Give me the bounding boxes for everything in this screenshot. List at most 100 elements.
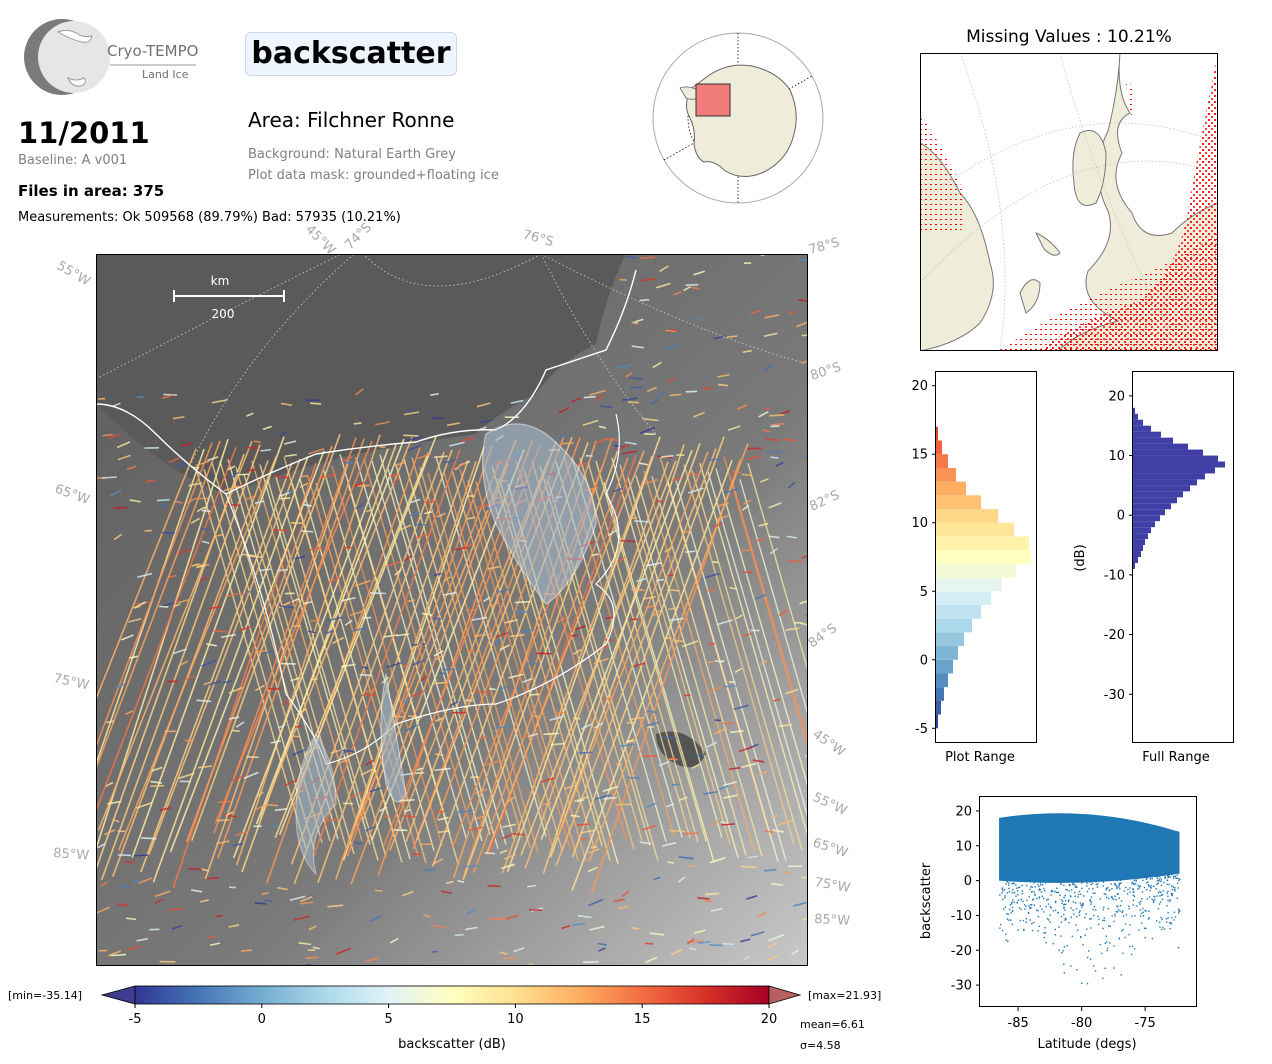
full-range-ylabel: (dB) — [1073, 544, 1088, 571]
scatter-point — [1143, 876, 1144, 877]
scatter-point — [1112, 898, 1113, 899]
scatter-point — [1102, 928, 1103, 929]
scatter-point — [1177, 898, 1178, 899]
scatter-point — [1167, 912, 1168, 913]
scatter-point — [1105, 894, 1106, 895]
scatter-point — [1073, 884, 1074, 885]
scatter-point — [1081, 888, 1082, 889]
scatter-point — [1092, 883, 1093, 884]
scatter-point — [1093, 878, 1094, 879]
scatter-point — [1000, 876, 1001, 877]
scatter-point — [1148, 876, 1149, 877]
scatter-point — [1044, 875, 1045, 876]
scatter-point — [1016, 888, 1017, 889]
scatter-point — [1148, 885, 1149, 886]
scatter-point — [1179, 910, 1180, 911]
scatter-point — [1104, 878, 1105, 879]
scatter-point — [1077, 896, 1078, 897]
scatter-point — [1170, 923, 1171, 924]
scatter-point — [1023, 929, 1024, 930]
scatter-ytick-label: 10 — [955, 839, 972, 854]
scatter-point — [1008, 882, 1009, 883]
scatter-point — [1150, 887, 1151, 888]
scatter-point — [1135, 883, 1136, 884]
scatter-point — [1116, 880, 1117, 881]
scatter-point — [1090, 877, 1091, 878]
scatter-point — [1064, 879, 1065, 880]
scatter-point — [1151, 899, 1152, 900]
scatter-point — [1000, 924, 1001, 925]
scatter-point — [1101, 874, 1102, 875]
scatter-point — [1032, 887, 1033, 888]
scatter-point — [1159, 877, 1160, 878]
label-75W-left: 75°W — [52, 671, 90, 693]
scatter-point — [1129, 891, 1130, 892]
scatter-point — [1078, 894, 1079, 895]
mask-text: Plot data mask: grounded+floating ice — [248, 168, 499, 183]
scatter-point — [1136, 874, 1137, 875]
scatter-point — [1173, 876, 1174, 877]
scatter-point — [1177, 887, 1178, 888]
scatter-point — [1173, 919, 1174, 920]
scatter-point — [1043, 888, 1044, 889]
scatter-point — [1010, 879, 1011, 880]
scatter-point — [1064, 946, 1065, 947]
scatter-point — [1019, 876, 1020, 877]
scatter-point — [1111, 888, 1112, 889]
scatter-point — [1098, 919, 1099, 920]
scatter-point — [1063, 907, 1064, 908]
scatter-point — [1173, 878, 1174, 879]
scatter-point — [1127, 874, 1128, 875]
scatter-point — [1012, 910, 1013, 911]
scatter-point — [1159, 926, 1160, 927]
scatter-point — [1044, 927, 1045, 928]
scatter-point — [1145, 928, 1146, 929]
scatter-point — [1142, 880, 1143, 881]
scatter-point — [1169, 928, 1170, 929]
scatter-point — [1136, 905, 1137, 906]
plot-range-ytick-label: -5 — [915, 722, 928, 737]
scatter-point — [1143, 915, 1144, 916]
scatter-point — [1174, 890, 1175, 891]
scatter-xlabel: Latitude (degs) — [1037, 1037, 1136, 1052]
scatter-point — [1012, 889, 1013, 890]
scatter-point — [1010, 874, 1011, 875]
scatter-point — [1071, 878, 1072, 879]
scatter-point — [1064, 895, 1065, 896]
scatter-point — [1094, 906, 1095, 907]
scatter-point — [1068, 900, 1069, 901]
logo-sub: Land Ice — [142, 68, 189, 81]
full-range-bar — [1133, 509, 1165, 515]
colorbar-mean: mean=6.61 — [800, 1018, 865, 1031]
full-range-bar — [1133, 551, 1141, 557]
scatter-point — [1051, 890, 1052, 891]
scatter-point — [1066, 945, 1067, 946]
scatter-point — [1034, 891, 1035, 892]
scatter-point — [1021, 899, 1022, 900]
colorbar-tick-label: 10 — [507, 1012, 524, 1027]
label-45W-right: 45°W — [810, 727, 848, 760]
scatter-point — [1108, 925, 1109, 926]
scatter-point — [1089, 918, 1090, 919]
scatter-point — [1144, 928, 1145, 929]
scatter-point — [1106, 950, 1107, 951]
scatter-ytick-label: -10 — [951, 909, 972, 924]
scatter-point — [1001, 879, 1002, 880]
scatter-point — [1175, 877, 1176, 878]
scatter-point — [1119, 910, 1120, 911]
scatter-point — [1102, 920, 1103, 921]
scatter-point — [1094, 875, 1095, 876]
scatter-point — [1109, 877, 1110, 878]
scatter-point — [1125, 877, 1126, 878]
scatter-point — [1062, 950, 1063, 951]
plot-range-bar — [936, 468, 956, 482]
scatter-point — [1097, 916, 1098, 917]
scatter-point — [1093, 909, 1094, 910]
antarctica-locator-map — [650, 30, 826, 206]
scatter-point — [1074, 892, 1075, 893]
scatter-point — [1085, 874, 1086, 875]
scatter-point — [1040, 882, 1041, 883]
scatter-point — [1062, 901, 1063, 902]
